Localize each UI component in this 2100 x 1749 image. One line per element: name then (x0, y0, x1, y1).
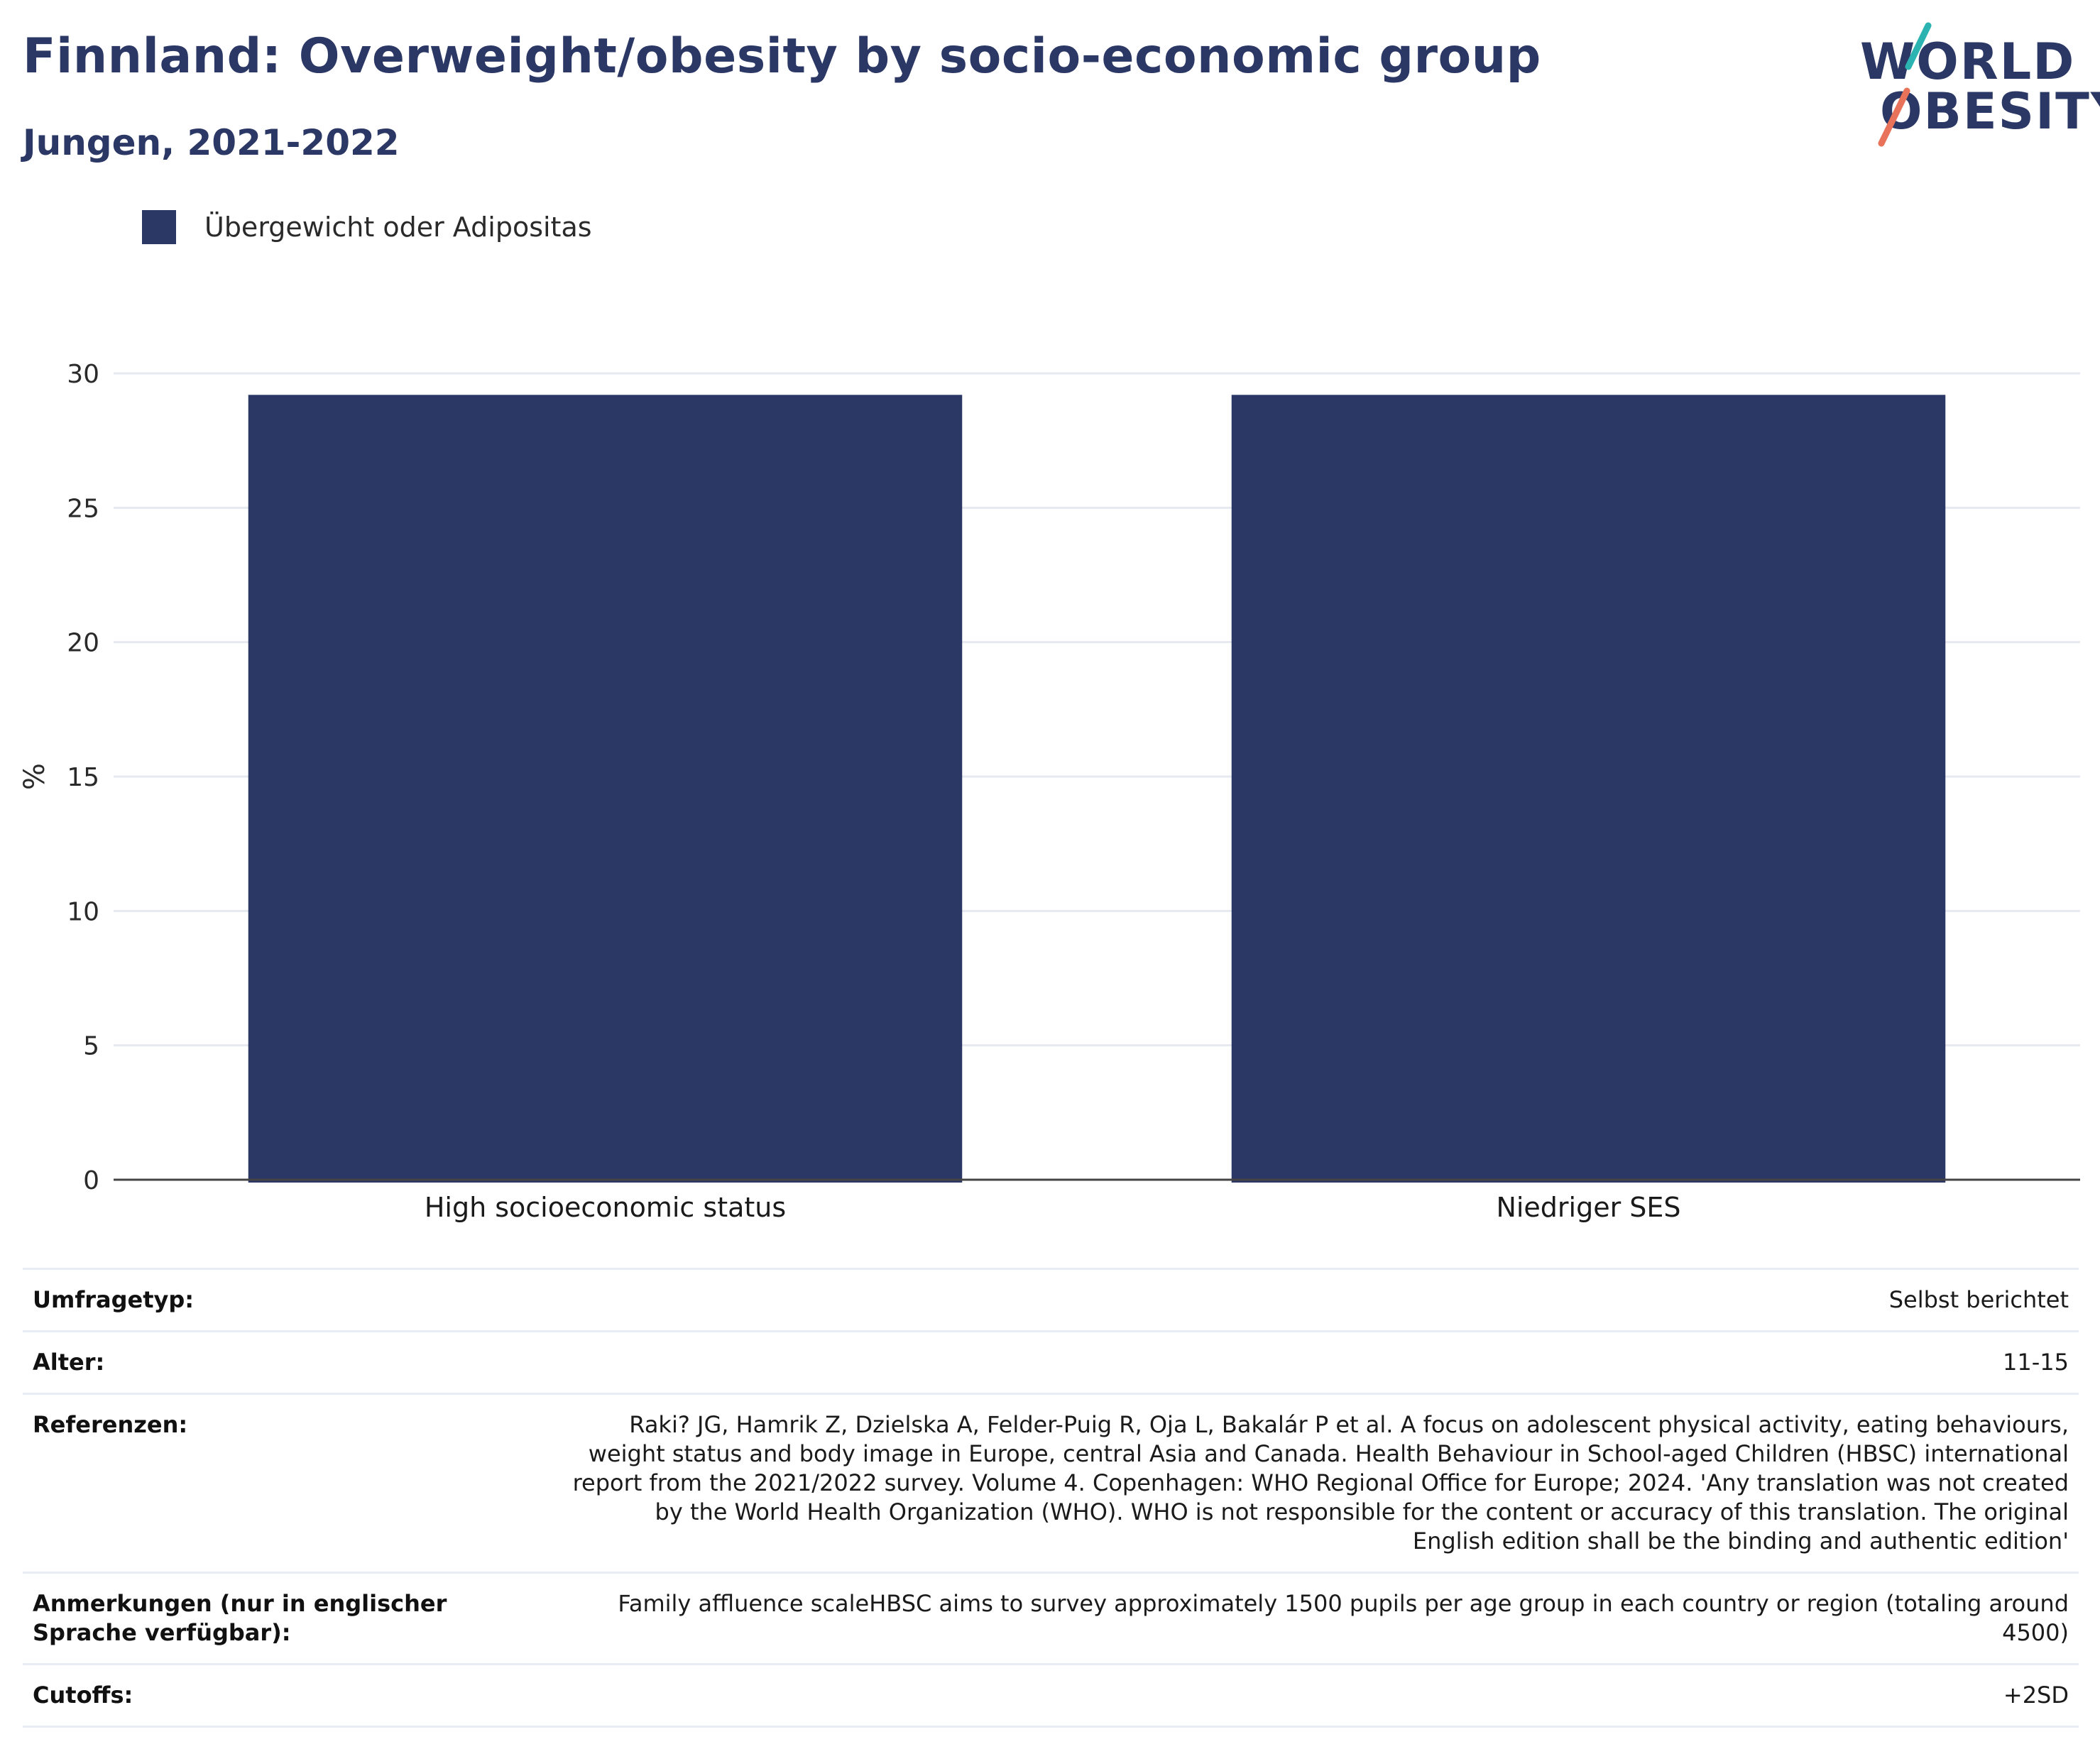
chart-legend: Übergewicht oder Adipositas (142, 210, 592, 244)
chart-subtitle: Jungen, 2021-2022 (23, 122, 400, 163)
info-key: Referenzen: (23, 1393, 562, 1573)
x-tick-label: Niedriger SES (1496, 1192, 1680, 1223)
logo-text-world: WORLD (1860, 33, 2076, 91)
info-row-age: Alter: 11-15 (23, 1330, 2079, 1394)
info-table: Umfragetyp: Selbst berichtet Alter: 11-1… (23, 1268, 2079, 1728)
info-value: 11-15 (562, 1330, 2079, 1394)
info-row-notes: Anmerkungen (nur in englischer Sprache v… (23, 1572, 2079, 1665)
info-row-cutoffs: Cutoffs: +2SD (23, 1663, 2079, 1728)
y-tick-label: 10 (67, 897, 99, 926)
info-key: Alter: (23, 1330, 562, 1394)
info-key: Anmerkungen (nur in englischer Sprache v… (23, 1572, 562, 1665)
y-tick-label: 0 (83, 1166, 99, 1195)
info-value: Family affluence scaleHBSC aims to surve… (562, 1572, 2079, 1665)
info-value: Raki? JG, Hamrik Z, Dzielska A, Felder-P… (562, 1393, 2079, 1573)
info-key: Umfragetyp: (23, 1268, 562, 1332)
logo-slash-icon (1878, 22, 1932, 147)
bar (1231, 395, 1946, 1183)
y-tick-label: 15 (67, 763, 99, 792)
info-value: +2SD (562, 1663, 2079, 1728)
y-axis-label: % (18, 763, 51, 790)
world-obesity-logo: WORLD OBESITY (1853, 21, 2100, 149)
info-row-survey-type: Umfragetyp: Selbst berichtet (23, 1268, 2079, 1332)
bar (248, 395, 963, 1183)
bar-chart: 0 5 10 15 20 25 30% High socioeconomic status Ni… (18, 360, 2080, 1223)
y-tick-label: 5 (83, 1032, 99, 1061)
y-tick-label: 30 (67, 360, 99, 389)
info-row-references: Referenzen: Raki? JG, Hamrik Z, Dzielska… (23, 1393, 2079, 1573)
y-tick-label: 20 (67, 629, 99, 658)
info-value: Selbst berichtet (562, 1268, 2079, 1332)
logo-text-obesity: OBESITY (1880, 82, 2100, 141)
legend-label: Übergewicht oder Adipositas (204, 212, 592, 243)
y-tick-label: 25 (67, 494, 99, 523)
info-key: Cutoffs: (23, 1663, 562, 1728)
legend-swatch (142, 210, 176, 244)
chart-title: Finnland: Overweight/obesity by socio-ec… (23, 28, 1541, 84)
x-tick-label: High socioeconomic status (425, 1192, 786, 1223)
